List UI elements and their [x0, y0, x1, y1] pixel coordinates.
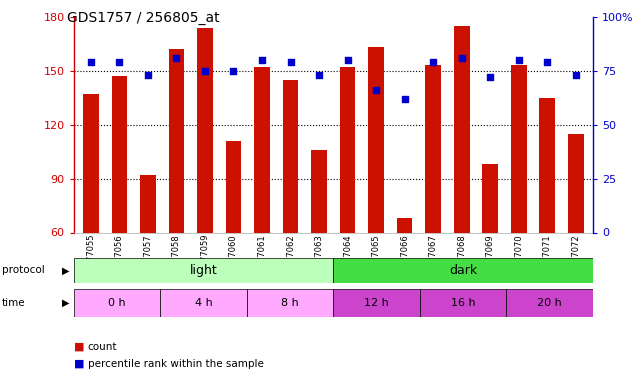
Bar [511, 65, 527, 232]
Point [570, 72, 581, 78]
Point [314, 72, 324, 78]
Bar [140, 175, 156, 232]
Bar [312, 150, 327, 232]
Text: GDS1757 / 256805_at: GDS1757 / 256805_at [67, 11, 220, 25]
Text: count: count [88, 342, 117, 352]
Text: 16 h: 16 h [451, 298, 476, 308]
Point [228, 68, 238, 74]
Bar [420, 289, 506, 317]
Bar [112, 76, 127, 232]
Text: light: light [190, 264, 217, 277]
Text: 4 h: 4 h [195, 298, 212, 308]
Point [86, 59, 96, 65]
Point [485, 74, 495, 80]
Bar [397, 218, 413, 232]
Bar [197, 28, 213, 233]
Text: ▶: ▶ [62, 298, 70, 308]
Point [371, 87, 381, 93]
Bar [74, 258, 333, 283]
Bar [483, 164, 498, 232]
Point [114, 59, 124, 65]
Point [399, 96, 410, 102]
Text: 8 h: 8 h [281, 298, 299, 308]
Text: time: time [2, 298, 26, 308]
Bar [83, 94, 99, 232]
Text: protocol: protocol [2, 266, 45, 275]
Bar [254, 67, 270, 232]
Point [257, 57, 267, 63]
Bar [506, 289, 593, 317]
Bar [340, 67, 355, 232]
Bar [226, 141, 241, 232]
Text: ▶: ▶ [62, 266, 70, 275]
Point [542, 59, 553, 65]
Text: 12 h: 12 h [364, 298, 389, 308]
Bar [74, 289, 160, 317]
Point [285, 59, 296, 65]
Point [200, 68, 210, 74]
Bar [160, 289, 247, 317]
Point [456, 55, 467, 61]
Point [143, 72, 153, 78]
Bar [169, 49, 184, 232]
Bar [283, 80, 298, 232]
Bar [333, 289, 420, 317]
Bar [369, 47, 384, 232]
Text: ■: ■ [74, 359, 84, 369]
Text: dark: dark [449, 264, 477, 277]
Text: 0 h: 0 h [108, 298, 126, 308]
Point [342, 57, 353, 63]
Text: 20 h: 20 h [537, 298, 562, 308]
Bar [540, 98, 555, 232]
Point [171, 55, 181, 61]
Text: percentile rank within the sample: percentile rank within the sample [88, 359, 263, 369]
Bar [247, 289, 333, 317]
Point [513, 57, 524, 63]
Point [428, 59, 438, 65]
Bar [333, 258, 593, 283]
Bar [454, 26, 470, 232]
Bar [568, 134, 584, 232]
Bar [426, 65, 441, 232]
Text: ■: ■ [74, 342, 84, 352]
